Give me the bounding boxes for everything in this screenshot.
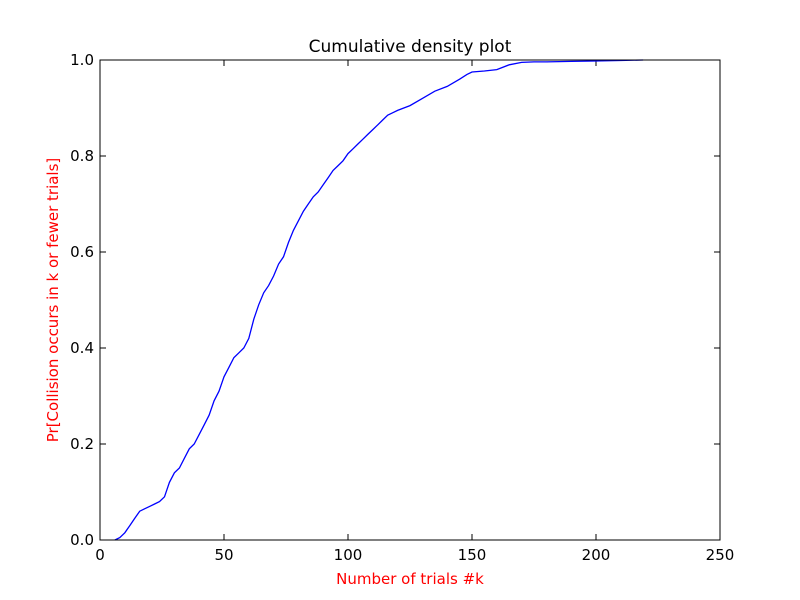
y-tick-label: 1.0 [70,51,94,69]
y-tick-label: 0.6 [70,243,94,261]
x-axis-ticks: 0 50 100 150 200 250 [95,60,734,564]
cdf-series-line [114,59,644,541]
x-tick-label: 100 [334,546,363,564]
x-tick-label: 200 [582,546,611,564]
y-tick-label: 0.8 [70,147,94,165]
chart-title: Cumulative density plot [309,37,512,57]
y-tick-label: 0.2 [70,435,94,453]
plot-area-frame [99,59,721,541]
x-axis-label: Number of trials #k [336,570,484,588]
x-tick-label: 50 [214,546,233,564]
y-axis-label: Pr[Collision occurs in k or fewer trials… [44,158,62,443]
y-axis-ticks: 0.0 0.2 0.4 0.6 0.8 1.0 [70,51,720,549]
x-tick-label: 250 [706,546,735,564]
x-tick-label: 150 [458,546,487,564]
y-tick-label: 0.4 [70,339,94,357]
x-tick-label: 0 [95,546,105,564]
y-tick-label: 0.0 [70,531,94,549]
